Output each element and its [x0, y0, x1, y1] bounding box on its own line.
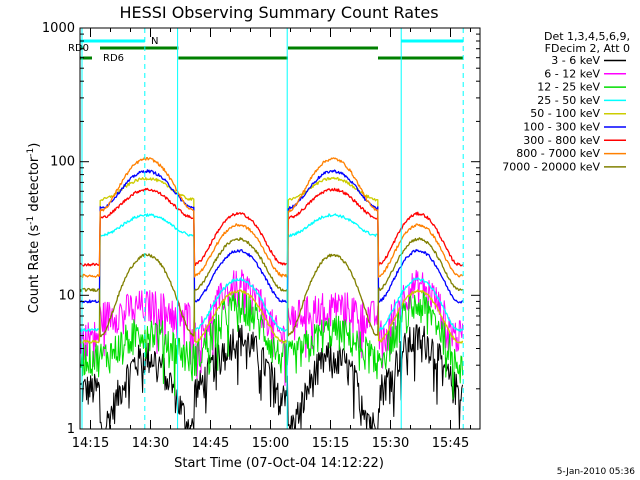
axes-layer: 1 10 100 1000 14:15 14:30 14:45 15:00 15:15 15:30… — [42, 21, 480, 451]
x-tick-label: 14:15 — [72, 436, 109, 451]
legend-label: 6 - 12 keV — [544, 67, 600, 80]
series-line-4 — [79, 213, 464, 333]
flags-layer: N RD0 RD6 — [68, 36, 464, 64]
legend-label: 12 - 25 keV — [537, 81, 600, 94]
legend-header-line: Det 1,3,4,5,6,9, — [544, 30, 630, 43]
y-label-sup-2: -1 — [26, 148, 36, 157]
chart-title: HESSI Observing Summary Count Rates — [119, 3, 438, 22]
x-tick-label: 15:45 — [432, 436, 469, 451]
plot-frame — [79, 27, 481, 430]
series-layer — [79, 157, 464, 430]
series-line-9 — [79, 237, 464, 338]
y-tick-label: 100 — [50, 155, 75, 170]
legend-label: 7000 - 20000 keV — [502, 160, 600, 173]
x-tick-label: 14:30 — [132, 436, 169, 451]
legend-header-line: FDecim 2, Att 0 — [545, 42, 630, 55]
y-label-suffix: ) — [27, 143, 42, 148]
y-tick-label: 1000 — [42, 21, 75, 36]
y-tick-label: 1 — [67, 422, 75, 437]
y-label-prefix: Count Rate (s — [27, 225, 42, 314]
y-tick-label: 10 — [58, 288, 75, 303]
flag-label-rd6: RD6 — [103, 53, 124, 64]
flag-label-n: N — [151, 36, 158, 47]
x-axis-label: Start Time (07-Oct-04 14:12:22) — [174, 456, 384, 471]
y-axis-label: Count Rate (s-1 detector-1) — [26, 143, 42, 314]
footer-date: 5-Jan-2010 05:36 — [557, 467, 636, 477]
flag-label-rd0: RD0 — [68, 43, 89, 54]
y-label-sup-1: -1 — [26, 216, 36, 225]
legend-label: 800 - 7000 keV — [516, 147, 600, 160]
series-line-3 — [79, 290, 464, 400]
legend-label: 50 - 100 keV — [530, 107, 600, 120]
x-tick-label: 15:15 — [312, 436, 349, 451]
series-line-1 — [79, 324, 464, 430]
y-label-mid: detector — [27, 156, 42, 216]
legend: Det 1,3,4,5,6,9,FDecim 2, Att 03 - 6 keV… — [502, 30, 630, 173]
series-line-2 — [79, 269, 464, 387]
series-line-7 — [80, 187, 464, 267]
legend-label: 25 - 50 keV — [537, 94, 600, 107]
event-lines-layer — [81, 28, 464, 429]
x-tick-label: 15:30 — [372, 436, 409, 451]
x-tick-label: 15:00 — [252, 436, 289, 451]
legend-label: 3 - 6 keV — [551, 54, 600, 67]
series-line-6 — [80, 169, 464, 304]
legend-label: 300 - 800 keV — [523, 134, 600, 147]
series-line-8 — [79, 157, 464, 278]
x-tick-label: 14:45 — [192, 436, 229, 451]
legend-label: 100 - 300 keV — [523, 121, 600, 134]
series-line-5 — [79, 176, 464, 344]
